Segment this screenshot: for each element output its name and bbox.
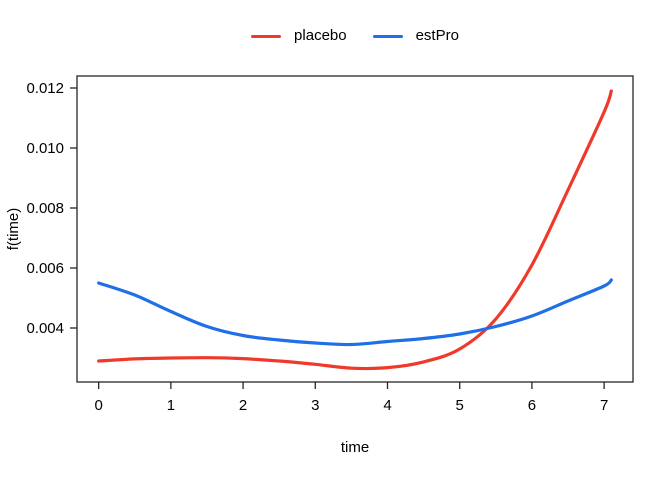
x-tick-label: 2 [239,397,247,414]
y-axis-title: f(time) [5,208,22,251]
x-tick-label: 5 [456,397,464,414]
legend: placebo estPro [77,28,633,45]
y-tick-label: 0.008 [26,200,64,217]
estpro-line-swatch [372,34,403,39]
y-tick-label: 0.006 [26,260,64,277]
y-axis: 0.004 0.006 0.008 0.010 0.012 [26,80,77,337]
x-tick-label: 6 [528,397,536,414]
legend-label-estpro: estPro [415,27,459,44]
x-axis-title: time [341,439,369,456]
curves [97,89,613,371]
y-tick-label: 0.012 [26,80,64,97]
plot-box [76,75,634,383]
x-tick-label: 3 [311,397,319,414]
legend-entry-placebo: placebo [251,28,347,45]
y-tick-label: 0.004 [26,320,64,337]
x-tick-label: 0 [94,397,102,414]
x-axis: 0 1 2 3 4 5 6 7 [94,382,608,414]
placebo-curve [97,89,613,371]
x-tick-label: 7 [600,397,608,414]
placebo-line-swatch [251,34,282,39]
x-tick-label: 4 [383,397,391,414]
legend-entry-estpro: estPro [372,27,459,45]
y-tick-label: 0.010 [26,140,64,157]
estpro-curve [97,278,613,347]
legend-label-placebo: placebo [294,27,347,44]
x-tick-label: 1 [167,397,175,414]
